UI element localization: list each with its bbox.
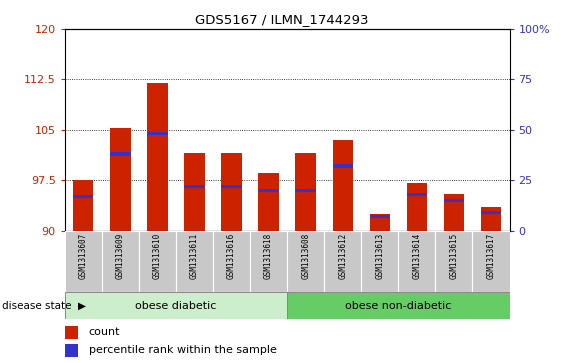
Bar [481, 211, 501, 214]
Bar [176, 231, 213, 292]
Text: GSM1313616: GSM1313616 [227, 232, 236, 279]
Text: GSM1313608: GSM1313608 [301, 232, 310, 279]
Bar [147, 132, 168, 135]
Bar [147, 83, 168, 231]
Text: GSM1313609: GSM1313609 [116, 232, 125, 279]
Bar [287, 231, 324, 292]
Text: GSM1313613: GSM1313613 [376, 232, 385, 279]
Bar [221, 153, 242, 231]
Bar [258, 188, 279, 192]
Bar [102, 231, 139, 292]
Bar [73, 180, 93, 231]
Text: disease state  ▶: disease state ▶ [2, 301, 86, 311]
Bar [481, 207, 501, 231]
Text: GSM1313617: GSM1313617 [486, 232, 495, 279]
Bar [406, 192, 427, 196]
Text: count: count [89, 327, 120, 337]
Text: GSM1313607: GSM1313607 [79, 232, 88, 279]
Text: obese non-diabetic: obese non-diabetic [345, 301, 452, 311]
Bar [73, 195, 93, 198]
Text: GDS5167 / ILMN_1744293: GDS5167 / ILMN_1744293 [195, 13, 368, 26]
Bar [184, 184, 205, 188]
Bar [250, 231, 287, 292]
Bar [221, 184, 242, 188]
Bar [65, 326, 78, 339]
Bar [258, 174, 279, 231]
Bar [184, 153, 205, 231]
Text: GSM1313618: GSM1313618 [264, 232, 273, 279]
Text: GSM1313614: GSM1313614 [412, 232, 421, 279]
Bar [444, 199, 464, 202]
Bar [110, 129, 131, 231]
Text: obese diabetic: obese diabetic [135, 301, 217, 311]
Bar [65, 344, 78, 357]
Bar [369, 214, 390, 231]
Text: percentile rank within the sample: percentile rank within the sample [89, 345, 276, 355]
Text: GSM1313615: GSM1313615 [449, 232, 458, 279]
Bar [65, 231, 102, 292]
Bar [444, 193, 464, 231]
Bar [296, 188, 316, 192]
Bar [406, 183, 427, 231]
Bar [369, 215, 390, 218]
Text: GSM1313612: GSM1313612 [338, 232, 347, 279]
Bar [435, 231, 472, 292]
Bar [110, 152, 131, 156]
Bar [213, 231, 250, 292]
Text: GSM1313611: GSM1313611 [190, 232, 199, 279]
Bar [296, 153, 316, 231]
Bar [333, 164, 353, 168]
Bar [399, 231, 435, 292]
Text: GSM1313610: GSM1313610 [153, 232, 162, 279]
Bar [324, 231, 361, 292]
Bar [333, 140, 353, 231]
Bar [472, 231, 510, 292]
Bar [287, 292, 510, 319]
Bar [139, 231, 176, 292]
Bar [361, 231, 399, 292]
Bar [65, 292, 287, 319]
